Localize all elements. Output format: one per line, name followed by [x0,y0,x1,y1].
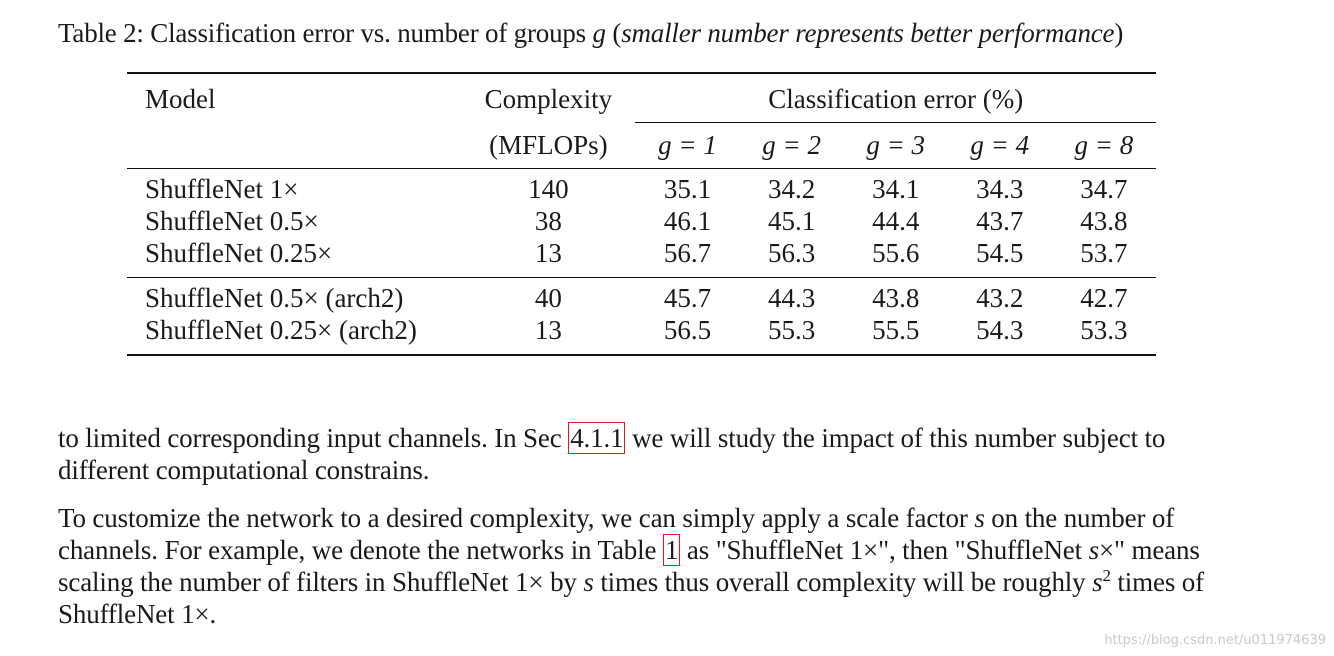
row-error-cell: 56.7 [663,238,712,268]
row-complexity: 13 [461,314,636,356]
caption-group-variable: g [592,18,607,48]
results-table: Model Complexity Classification error (%… [127,72,1156,356]
row-error-cell: 43.8 [1080,206,1128,236]
table-ref-link[interactable]: 1 [662,534,681,566]
row-error-cell: 56.5 [635,314,740,356]
header-g8: g = 8 [1074,129,1134,160]
row-error-cell-best: 53.3 [1051,314,1156,356]
paragraph2-text-4: ×" means scaling the number of filters i… [58,535,1200,597]
scale-var: s [1092,567,1103,597]
caption-prefix: Table 2: Classification error vs. number… [58,18,593,48]
row-model: ShuffleNet 0.5× [145,206,319,236]
header-g3: g = 3 [866,129,926,160]
row-complexity: 40 [461,277,636,314]
caption-close-paren: ) [1114,18,1124,48]
paragraph2-text-6: times of ShuffleNet 1×. [58,567,1204,629]
row-error-cell: 54.3 [947,314,1052,356]
paragraph-groups-impact: to limited corresponding input channels.… [58,422,1233,486]
paragraph2-text-2: on the number of channels. For example, … [58,503,1175,565]
paragraph-scale-factor: To customize the network to a desired co… [58,502,1233,630]
header-g4: g = 4 [970,129,1030,160]
header-row-2: (MFLOPs) g = 1 g = 2 g = 3 g = 4 g = 8 [127,122,1156,169]
paragraph1-text-before: to limited corresponding input channels.… [58,423,569,453]
scale-var: s [1088,535,1100,565]
row-model: ShuffleNet 0.25× (arch2) [127,314,462,356]
row-error-cell: 34.3 [947,168,1052,205]
header-error-group-label: Classification error (%) [635,77,1156,123]
row-error-cell: 54.5 [976,238,1024,268]
header-model-spacer [127,122,461,169]
row-error-cell: 34.7 [1051,168,1156,205]
table-row: ShuffleNet 0.5× 38 46.1 45.1 44.4 43.7 4… [127,205,1156,237]
row-complexity: 13 [534,238,562,268]
scale-var: s [974,503,985,533]
table-caption: Table 2: Classification error vs. number… [58,16,1123,50]
header-complexity-unit: (MFLOPs) [489,129,608,160]
scale-var: s [583,567,594,597]
row-error-cell-best: 34.1 [843,168,948,205]
watermark-url: https://blog.csdn.net/u011974639 [1104,633,1326,648]
row-error-cell: 43.2 [947,277,1052,314]
table-row: ShuffleNet 0.25× (arch2) 13 56.5 55.3 55… [127,314,1156,356]
row-complexity: 38 [534,206,562,236]
paragraph2-text-5: times thus overall complexity will be ro… [593,567,1093,597]
row-error-cell: 35.1 [635,168,740,205]
table-row: ShuffleNet 1× 140 35.1 34.2 34.1 34.3 34… [127,168,1156,205]
caption-open-paren: ( [605,18,622,48]
row-error-cell: 56.3 [767,238,816,268]
superscript-exponent: 2 [1102,566,1111,585]
header-g2: g = 2 [762,129,821,160]
row-error-cell-best: 53.7 [1080,238,1128,268]
row-error-cell: 46.1 [663,206,712,236]
header-complexity: Complexity [461,72,636,122]
row-model: ShuffleNet 0.5× (arch2) [127,277,462,314]
header-g1: g = 1 [658,129,717,160]
row-complexity: 140 [461,168,636,205]
row-error-cell: 45.1 [767,206,816,236]
row-error-cell: 55.6 [872,238,920,268]
row-error-cell-best: 42.7 [1051,277,1156,314]
paragraph2-text-1: To customize the network to a desired co… [58,503,975,533]
row-error-cell-best: 43.7 [976,206,1024,236]
header-error-group: Classification error (%) [635,72,1156,123]
table-row: ShuffleNet 0.25× 13 56.7 56.3 55.6 54.5 … [127,237,1156,278]
row-error-cell: 43.8 [843,277,948,314]
row-error-cell: 34.2 [739,168,844,205]
paragraph1-text-after: we will study the impact of this number … [58,423,1166,485]
section-ref-link[interactable]: 4.1.1 [568,422,626,454]
row-error-cell: 45.7 [635,277,740,314]
row-error-cell: 55.3 [739,314,844,356]
row-error-cell: 44.4 [872,206,920,236]
row-error-cell: 55.5 [843,314,948,356]
header-row-1: Model Complexity Classification error (%… [127,72,1156,123]
paragraph2-text-3: as "ShuffleNet 1×", then "ShuffleNet [680,535,1089,565]
row-error-cell: 44.3 [739,277,844,314]
table-row: ShuffleNet 0.5× (arch2) 40 45.7 44.3 43.… [127,277,1156,314]
row-model: ShuffleNet 1× [127,168,462,205]
row-model: ShuffleNet 0.25× [145,238,333,268]
header-model: Model [127,72,462,122]
caption-italic-note: smaller number represents better perform… [621,18,1115,48]
